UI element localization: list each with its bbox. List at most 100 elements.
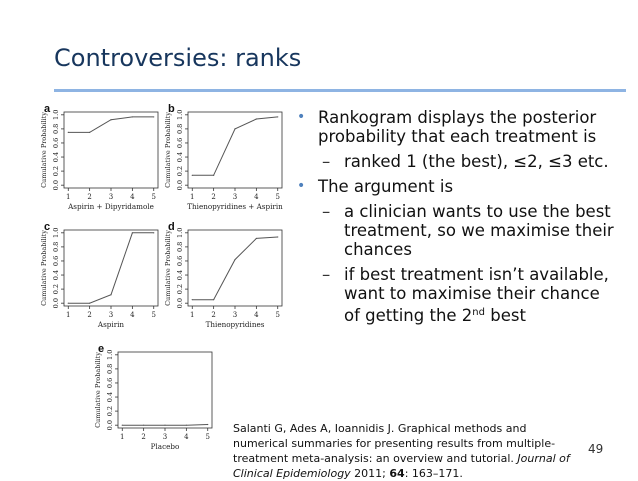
x-tick-label: 3 bbox=[233, 311, 237, 319]
x-tick-label: 2 bbox=[211, 193, 215, 201]
data-point bbox=[255, 237, 257, 240]
panel-letter: a bbox=[44, 103, 51, 115]
data-point bbox=[143, 424, 145, 426]
data-point bbox=[164, 424, 166, 426]
x-tick-label: 1 bbox=[120, 433, 124, 441]
data-point bbox=[213, 299, 215, 301]
y-tick-label: 0.2 bbox=[176, 284, 184, 294]
rankogram-panel-c: c 0.0 0.2 0.4 0.6 0.8 1.0 Cumulative Probabilit… bbox=[38, 221, 162, 338]
x-tick-label: 5 bbox=[275, 193, 279, 201]
x-tick-label: 3 bbox=[233, 193, 237, 201]
y-tick-label: 0.4 bbox=[176, 270, 184, 280]
x-tick-label: 3 bbox=[109, 311, 113, 319]
sub-bullet-item: – a clinician wants to use the best trea… bbox=[297, 202, 617, 259]
y-tick-label: 0.0 bbox=[52, 180, 60, 190]
bullet-item: • Rankogram displays the posterior proba… bbox=[297, 108, 617, 146]
superscript: nd bbox=[472, 307, 485, 318]
data-point bbox=[131, 116, 133, 118]
sub-bullet-text-part: if best treatment isn’t available, want … bbox=[344, 265, 609, 325]
y-tick-label: 0.6 bbox=[52, 256, 60, 266]
x-tick-label: 3 bbox=[163, 433, 167, 441]
sub-bullet-item: – ranked 1 (the best), ≤2, ≤3 etc. bbox=[297, 152, 617, 171]
y-tick-label: 1.0 bbox=[176, 110, 184, 120]
x-tick-label: 4 bbox=[254, 193, 259, 201]
data-point bbox=[131, 232, 133, 234]
data-point bbox=[191, 299, 193, 301]
y-tick-label: 0.6 bbox=[106, 378, 114, 388]
x-tick-label: 5 bbox=[205, 433, 209, 441]
data-point bbox=[207, 423, 209, 426]
rankogram-panel-e: e 0.0 0.2 0.4 0.6 0.8 1.0 Cumulative Probabilit… bbox=[92, 343, 216, 460]
x-tick-label: 1 bbox=[66, 311, 70, 319]
y-tick-label: 0.6 bbox=[176, 256, 184, 266]
dash-icon: – bbox=[322, 152, 331, 171]
data-point bbox=[277, 116, 279, 118]
dash-icon: – bbox=[322, 265, 331, 284]
y-axis-label: Cumulative Probability bbox=[164, 230, 172, 306]
sub-bullet-text: a clinician wants to use the best treatm… bbox=[344, 202, 614, 259]
rankogram-panel-b: b 0.0 0.2 0.4 0.6 0.8 1.0 Cumulative Probabilit… bbox=[162, 103, 286, 220]
title-rule bbox=[54, 89, 626, 92]
y-tick-label: 0.8 bbox=[176, 242, 184, 252]
slide-title: Controversies: ranks bbox=[54, 44, 302, 72]
y-tick-label: 1.0 bbox=[52, 228, 60, 238]
data-point bbox=[185, 424, 187, 426]
rankogram-svg: a 0.0 0.2 0.4 0.6 0.8 1.0 Cumulative Probabilit… bbox=[40, 103, 159, 211]
x-tick-label: 4 bbox=[130, 193, 135, 201]
citation: Salanti G, Ades A, Ioannidis J. Graphica… bbox=[233, 421, 583, 481]
y-tick-label: 1.0 bbox=[52, 110, 60, 120]
y-tick-label: 0.2 bbox=[52, 166, 60, 176]
y-tick-label: 1.0 bbox=[176, 228, 184, 238]
y-tick-label: 0.2 bbox=[106, 406, 114, 416]
data-point bbox=[153, 116, 155, 118]
bullet-item: • The argument is bbox=[297, 177, 617, 196]
data-point bbox=[277, 236, 279, 238]
x-tick-label: 4 bbox=[184, 433, 189, 441]
citation-pages: : 163–171. bbox=[404, 467, 463, 480]
x-tick-label: 2 bbox=[141, 433, 145, 441]
y-tick-label: 0.4 bbox=[176, 152, 184, 162]
y-axis-label: Cumulative Probability bbox=[164, 112, 172, 188]
x-tick-label: 5 bbox=[151, 311, 155, 319]
sub-bullet-text: ranked 1 (the best), ≤2, ≤3 etc. bbox=[344, 152, 609, 171]
y-tick-label: 0.0 bbox=[176, 298, 184, 308]
x-tick-label: 4 bbox=[254, 311, 259, 319]
data-point bbox=[153, 232, 155, 234]
rankogram-svg: b 0.0 0.2 0.4 0.6 0.8 1.0 Cumulative Probabilit… bbox=[164, 103, 283, 211]
panel-letter: b bbox=[168, 103, 175, 115]
x-tick-label: 5 bbox=[275, 311, 279, 319]
rankogram-panel-a: a 0.0 0.2 0.4 0.6 0.8 1.0 Cumulative Probabilit… bbox=[38, 103, 162, 220]
sub-bullet-text: if best treatment isn’t available, want … bbox=[344, 265, 609, 325]
data-point bbox=[89, 302, 91, 304]
x-tick-label: 4 bbox=[130, 311, 135, 319]
cumulative-probability-line bbox=[192, 236, 278, 301]
y-tick-label: 0.0 bbox=[106, 420, 114, 430]
data-point bbox=[234, 128, 236, 130]
dash-icon: – bbox=[322, 202, 331, 221]
y-tick-label: 0.8 bbox=[52, 124, 60, 134]
data-point bbox=[213, 174, 215, 176]
x-tick-label: 1 bbox=[190, 311, 194, 319]
y-axis-label: Cumulative Probability bbox=[40, 230, 48, 306]
y-tick-label: 0.4 bbox=[52, 270, 60, 280]
rankogram-svg: c 0.0 0.2 0.4 0.6 0.8 1.0 Cumulative Probabilit… bbox=[40, 221, 159, 329]
sub-bullet-item: – if best treatment isn’t available, wan… bbox=[297, 265, 617, 325]
x-tick-label: 2 bbox=[211, 311, 215, 319]
cumulative-probability-line bbox=[68, 232, 154, 304]
citation-year: 2011; bbox=[350, 467, 390, 480]
data-point bbox=[191, 174, 193, 176]
x-tick-label: 1 bbox=[190, 193, 194, 201]
x-tick-label: 1 bbox=[66, 193, 70, 201]
y-tick-label: 0.8 bbox=[52, 242, 60, 252]
y-tick-label: 0.6 bbox=[176, 138, 184, 148]
bullet-list: • Rankogram displays the posterior proba… bbox=[297, 108, 617, 331]
x-axis-label: Aspirin + Dipyridamole bbox=[67, 202, 154, 211]
y-tick-label: 0.4 bbox=[106, 392, 114, 402]
y-tick-label: 1.0 bbox=[106, 350, 114, 360]
data-point bbox=[89, 131, 91, 134]
bullet-dot-icon: • bbox=[297, 109, 306, 125]
plot-frame bbox=[187, 111, 283, 189]
bullet-text: Rankogram displays the posterior probabi… bbox=[318, 108, 597, 146]
data-point bbox=[234, 258, 236, 261]
x-tick-label: 5 bbox=[151, 193, 155, 201]
